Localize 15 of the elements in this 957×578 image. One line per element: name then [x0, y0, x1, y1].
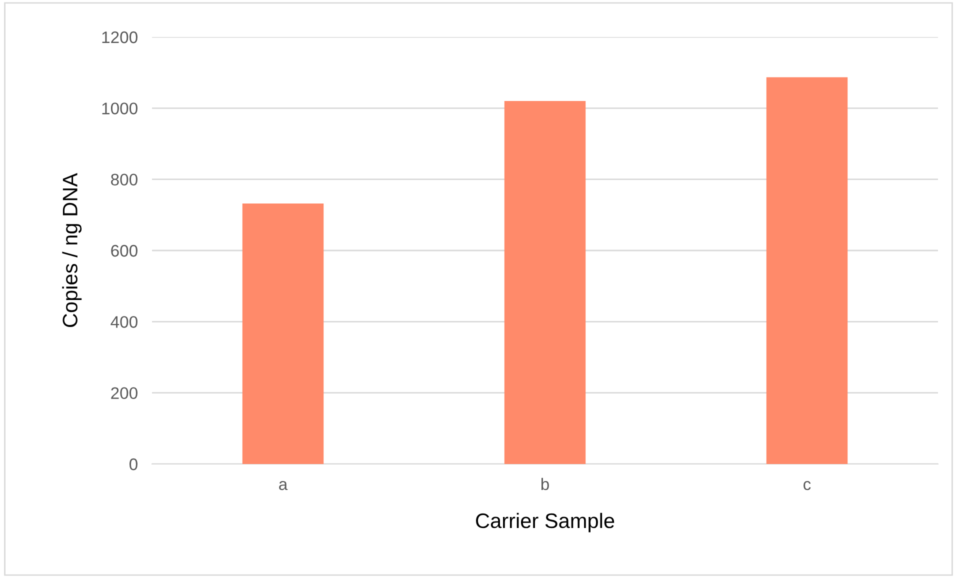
y-tick-label: 200 [111, 387, 138, 400]
y-tick-label: 1200 [102, 31, 138, 44]
y-tick-label: 600 [111, 244, 138, 257]
y-tick-label: 1000 [102, 102, 138, 114]
bar [242, 204, 324, 464]
y-tick-label: 800 [111, 174, 138, 186]
bar [504, 101, 586, 464]
y-tick-label: 400 [110, 316, 138, 328]
x-tick-label: b [541, 478, 549, 490]
y-axis-title: Copies / ng DNA [62, 172, 82, 328]
x-axis-title: Carrier Sample [476, 512, 614, 532]
x-tick-label: a [279, 481, 288, 490]
bar [766, 77, 848, 464]
x-tick-label: c [804, 481, 811, 490]
y-tick-label: 0 [129, 458, 138, 470]
